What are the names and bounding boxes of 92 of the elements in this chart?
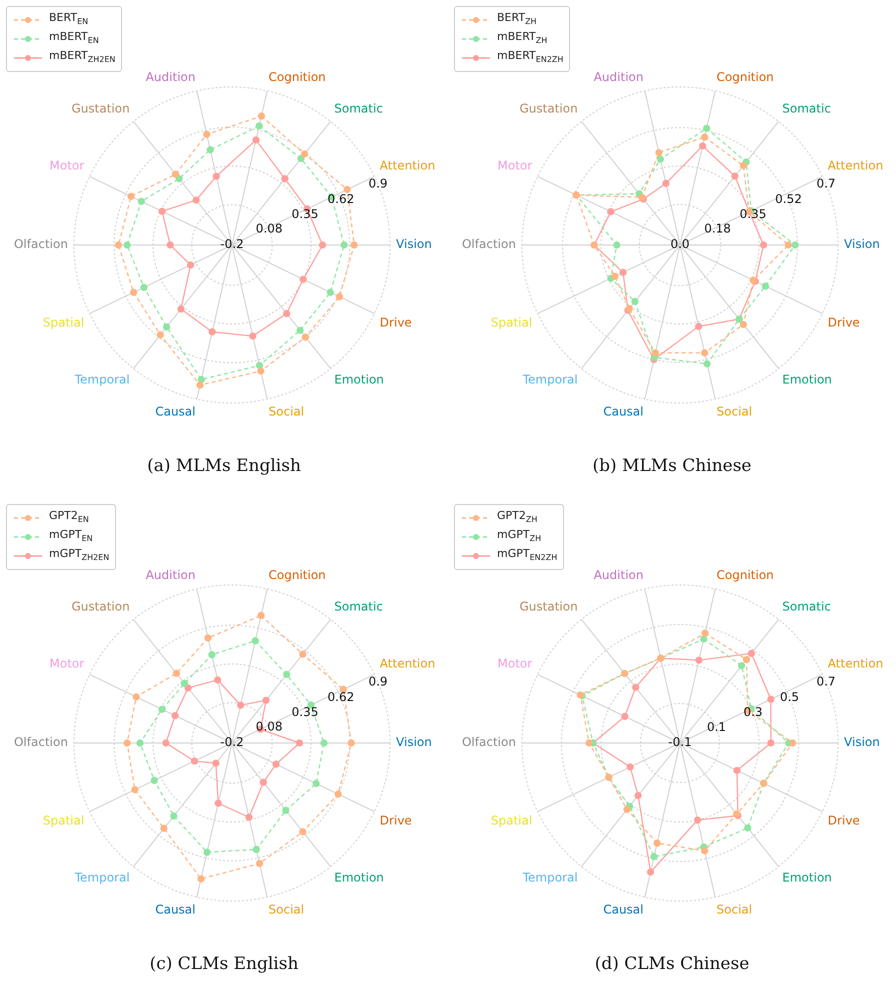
spoke-label: Drive (828, 814, 860, 828)
spoke-label: Audition (594, 70, 644, 84)
y-tick-label: 0.62 (327, 690, 354, 704)
y-tick-label: 0.1 (706, 720, 726, 734)
legend-label: mBERT$_{EN2ZH}$ (497, 48, 564, 67)
spoke-label: Drive (380, 316, 412, 330)
spoke-label: Gustation (520, 600, 578, 614)
text: (d) CLMs Chinese (594, 954, 750, 974)
y-tick-label: 0.62 (327, 192, 354, 206)
legend-label: mBERT$_{EN}$ (49, 29, 99, 48)
legend-label: BERT$_{ZH}$ (497, 10, 537, 28)
spoke-label: Gustation (72, 102, 130, 116)
legend-label: mGPT$_{EN2ZH}$ (497, 546, 558, 565)
spoke-label: Somatic (782, 600, 831, 614)
text: (a) MLMs English (146, 456, 302, 476)
spoke-label: Audition (146, 70, 196, 84)
spoke-label: Emotion (334, 870, 384, 885)
spoke-label: Audition (146, 568, 196, 582)
legend-label: mBERT$_{ZH}$ (497, 29, 548, 48)
y-tick-label: -0.2 (220, 237, 244, 252)
spoke-label: Social (716, 404, 752, 418)
spoke-label: Temporal (74, 870, 130, 885)
y-tick-label: 0.35 (292, 206, 318, 221)
y-tick-label: 0.7 (816, 674, 836, 689)
y-tick-label: 0.08 (256, 720, 283, 734)
spoke-label: Vision (396, 735, 432, 750)
spoke-label: Attention (828, 656, 884, 671)
spoke-label: Olfaction (14, 237, 68, 252)
spoke-label: Drive (828, 316, 860, 330)
y-tick-label: 0.5 (780, 690, 800, 704)
spoke-label: Cognition (268, 568, 326, 582)
spoke-label: Causal (155, 902, 196, 916)
spoke-label: Audition (594, 568, 644, 582)
spoke-label: Attention (380, 656, 436, 671)
legend-label: BERT$_{EN}$ (49, 10, 88, 28)
y-tick-label: 0.7 (816, 176, 836, 191)
spoke-label: Emotion (782, 870, 832, 885)
spoke-label: Temporal (522, 870, 578, 885)
text: (b) MLMs Chinese (592, 456, 752, 476)
spoke-label: Somatic (334, 600, 383, 614)
spoke-label: Gustation (72, 600, 130, 614)
y-tick-label: 0.9 (368, 674, 388, 689)
spoke-label: Spatial (490, 316, 532, 330)
spoke-label: Attention (380, 158, 436, 173)
spoke-label: Olfaction (14, 735, 68, 750)
spoke-label: Drive (380, 814, 412, 828)
y-tick-label: -0.1 (668, 735, 692, 750)
spoke-label: Olfaction (462, 237, 516, 252)
y-tick-label: 0.9 (368, 176, 388, 191)
legend-label: GPT2$_{EN}$ (49, 508, 89, 526)
spoke-label: Social (268, 902, 304, 916)
spoke-label: Causal (603, 902, 644, 916)
spoke-label: Motor (498, 158, 532, 173)
legend-label: mGPT$_{ZH2EN}$ (49, 546, 110, 565)
spoke-label: Cognition (716, 70, 774, 84)
spoke-label: Social (268, 404, 304, 418)
legend-label: GPT2$_{ZH}$ (497, 508, 538, 526)
spoke-label: Social (716, 902, 752, 916)
spoke-label: Temporal (522, 372, 578, 387)
spoke-label: Vision (844, 237, 880, 252)
spoke-label: Gustation (520, 102, 578, 116)
legend-label: mGPT$_{EN}$ (49, 527, 93, 546)
spoke-label: Spatial (490, 814, 532, 828)
legend-label: mBERT$_{ZH2EN}$ (49, 48, 116, 67)
y-tick-label: 0.35 (292, 704, 318, 719)
spoke-label: Motor (50, 158, 84, 173)
spoke-label: Causal (155, 404, 196, 418)
y-tick-label: 0.0 (670, 237, 690, 252)
spoke-label: Somatic (334, 102, 383, 116)
spoke-label: Cognition (268, 70, 326, 84)
spoke-label: Motor (498, 656, 532, 671)
spoke-label: Motor (50, 656, 84, 671)
spoke-label: Emotion (334, 372, 384, 387)
spoke-label: Spatial (42, 316, 84, 330)
spoke-label: Attention (828, 158, 884, 173)
spoke-label: Causal (603, 404, 644, 418)
spoke-label: Spatial (42, 814, 84, 828)
y-tick-label: 0.08 (256, 222, 283, 236)
y-tick-label: 0.3 (743, 704, 763, 719)
y-tick-label: 0.52 (775, 192, 802, 206)
spoke-label: Cognition (716, 568, 774, 582)
y-tick-label: -0.2 (220, 735, 244, 750)
spoke-label: Vision (396, 237, 432, 252)
spoke-label: Vision (844, 735, 880, 750)
y-tick-label: 0.35 (740, 206, 766, 221)
spoke-label: Somatic (782, 102, 831, 116)
legend-label: mGPT$_{ZH}$ (497, 527, 542, 546)
text: (c) CLMs English (148, 954, 300, 974)
y-tick-label: 0.18 (704, 222, 731, 236)
spoke-label: Olfaction (462, 735, 516, 750)
spoke-label: Emotion (782, 372, 832, 387)
spoke-label: Temporal (74, 372, 130, 387)
